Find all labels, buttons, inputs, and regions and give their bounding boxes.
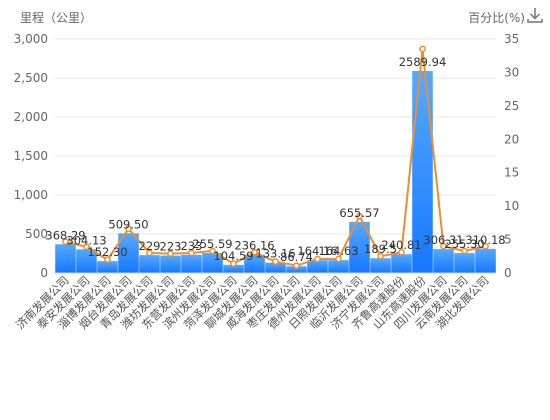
line-point xyxy=(440,242,447,250)
y-right-tick-label: 35 xyxy=(504,32,519,46)
line-point xyxy=(335,255,342,263)
bar-value-label: 223 xyxy=(160,240,182,254)
y-left-tick-label: 1,000 xyxy=(14,188,48,202)
y-left-tick-label: 500 xyxy=(25,227,48,241)
bar-value-label: 310.18 xyxy=(465,233,505,247)
bar xyxy=(475,248,496,273)
line-point xyxy=(293,262,300,269)
y-left-tick-label: 3,000 xyxy=(14,32,48,46)
y-left-tick-label: 1,500 xyxy=(14,149,48,163)
bar xyxy=(307,260,328,273)
y-right-tick-label: 25 xyxy=(504,99,519,113)
bar-value-label: 655.57 xyxy=(339,206,379,220)
y-right-tick-label: 5 xyxy=(504,233,512,247)
y-right-tick-label: 0 xyxy=(504,266,512,280)
y-right-tick-label: 30 xyxy=(504,65,519,79)
bar-value-label: 164.16 xyxy=(297,244,337,258)
right-axis-title: 百分比(%) xyxy=(468,11,525,25)
bar xyxy=(97,261,118,273)
bar-value-label: 368.29 xyxy=(45,228,85,242)
bar-value-label: 509.50 xyxy=(108,217,148,231)
bar xyxy=(139,255,160,273)
bar-value-label: 255.30 xyxy=(444,237,484,251)
bar-value-label: 236.16 xyxy=(234,239,274,253)
line-point xyxy=(398,248,405,256)
bar xyxy=(160,255,181,273)
download-icon[interactable] xyxy=(526,6,544,24)
line-point xyxy=(482,242,489,250)
bar xyxy=(118,233,139,273)
line-point xyxy=(146,249,153,257)
bar-value-label: 304.13 xyxy=(66,233,106,247)
bar-value-label: 164.63 xyxy=(318,244,358,258)
bar xyxy=(286,266,307,273)
y-left-tick-label: 0 xyxy=(40,266,48,280)
bar-value-label: 233 xyxy=(181,239,203,253)
bar-value-label: 133.16 xyxy=(255,247,295,261)
line-point xyxy=(230,260,237,267)
line-point xyxy=(251,248,258,256)
line-point xyxy=(125,225,132,233)
bar xyxy=(181,254,202,273)
bar-value-label: 255.59 xyxy=(192,237,232,251)
bar xyxy=(55,244,76,273)
y-left-tick-label: 2,000 xyxy=(14,110,48,124)
line-point xyxy=(461,247,468,255)
bar-value-label: 2589.94 xyxy=(399,55,447,69)
line-point xyxy=(188,249,195,257)
y-right-tick-label: 20 xyxy=(504,132,519,146)
bar xyxy=(370,258,391,273)
bar xyxy=(76,249,97,273)
bar xyxy=(223,264,244,273)
bar xyxy=(328,260,349,273)
line-point xyxy=(83,243,90,251)
line-point xyxy=(377,252,384,260)
line-point xyxy=(104,256,111,263)
bar xyxy=(391,254,412,273)
line-point xyxy=(272,258,279,265)
y-right-tick-label: 10 xyxy=(504,199,519,213)
line-point xyxy=(209,247,216,255)
y-right-tick-label: 15 xyxy=(504,166,519,180)
bar xyxy=(202,253,223,273)
bar xyxy=(412,70,433,273)
bar xyxy=(433,249,454,273)
bar-value-label: 240.81 xyxy=(381,238,421,252)
bar-value-label: 104.59 xyxy=(213,249,253,263)
line-point xyxy=(167,250,174,257)
line-point xyxy=(62,238,69,245)
bar xyxy=(244,254,265,273)
bar xyxy=(265,262,286,273)
left-axis-title: 里程（公里） xyxy=(20,11,93,25)
line-point xyxy=(314,255,321,263)
line-point xyxy=(419,45,426,53)
bar-value-label: 86.74 xyxy=(280,250,313,264)
line-point xyxy=(356,212,363,220)
y-left-tick-label: 2,500 xyxy=(14,71,48,85)
bar-value-label: 189.5 xyxy=(364,242,397,256)
bar-value-label: 229 xyxy=(139,239,161,253)
bar xyxy=(454,253,475,273)
bar-value-label: 306.31 xyxy=(423,233,463,247)
bar xyxy=(349,221,370,273)
bar-value-label: 152.30 xyxy=(87,245,127,259)
